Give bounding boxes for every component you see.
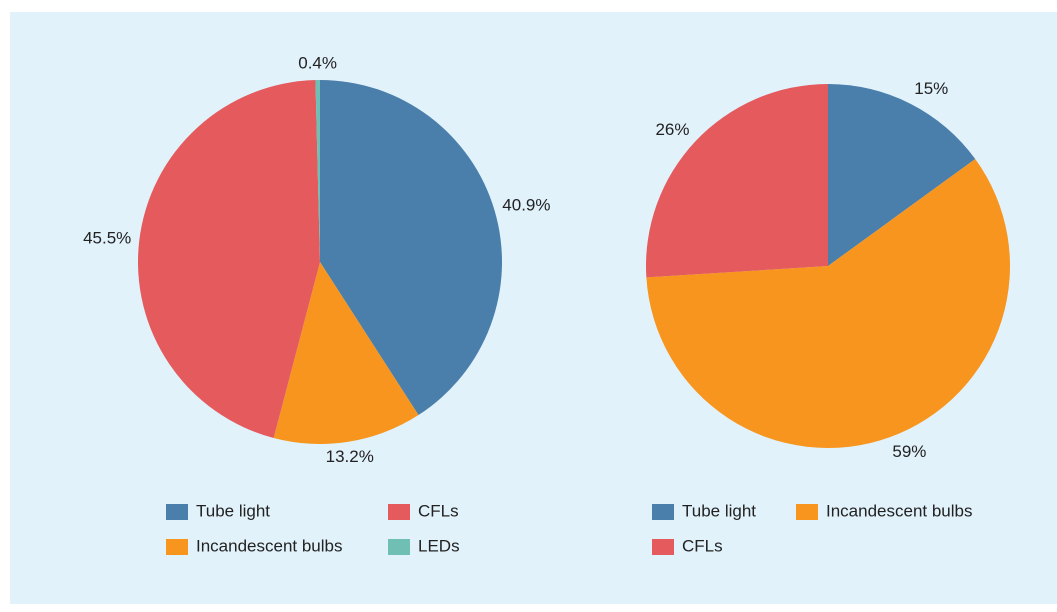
legend-swatch	[652, 539, 674, 555]
pie-slice	[138, 80, 320, 438]
pie-slice	[646, 84, 828, 278]
data-label: 59%	[892, 442, 926, 461]
legend-swatch	[388, 539, 410, 555]
data-label: 13.2%	[326, 447, 374, 466]
data-label: 45.5%	[83, 229, 131, 248]
legend-label: LEDs	[418, 536, 460, 555]
legend-label: Tube light	[682, 501, 756, 520]
legend-swatch	[166, 539, 188, 555]
legend-swatch	[166, 504, 188, 520]
pie-slice	[320, 80, 502, 416]
data-label: 40.9%	[502, 196, 550, 215]
legend-label: CFLs	[418, 501, 459, 520]
pie-slice	[646, 159, 1010, 448]
legend-label: CFLs	[682, 536, 723, 555]
data-label: 15%	[914, 79, 948, 98]
pie-slice	[315, 80, 320, 262]
data-label: 0.4%	[298, 54, 337, 73]
data-label: 26%	[655, 120, 689, 139]
pie-slice	[828, 84, 976, 266]
legend-swatch	[796, 504, 818, 520]
legend-label: Tube light	[196, 501, 270, 520]
legend-label: Incandescent bulbs	[826, 501, 973, 520]
legend-label: Incandescent bulbs	[196, 536, 343, 555]
pie-slice	[273, 262, 419, 445]
legend-swatch	[388, 504, 410, 520]
legend-swatch	[652, 504, 674, 520]
